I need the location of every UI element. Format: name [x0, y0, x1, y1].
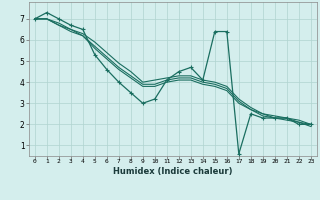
X-axis label: Humidex (Indice chaleur): Humidex (Indice chaleur) — [113, 167, 233, 176]
